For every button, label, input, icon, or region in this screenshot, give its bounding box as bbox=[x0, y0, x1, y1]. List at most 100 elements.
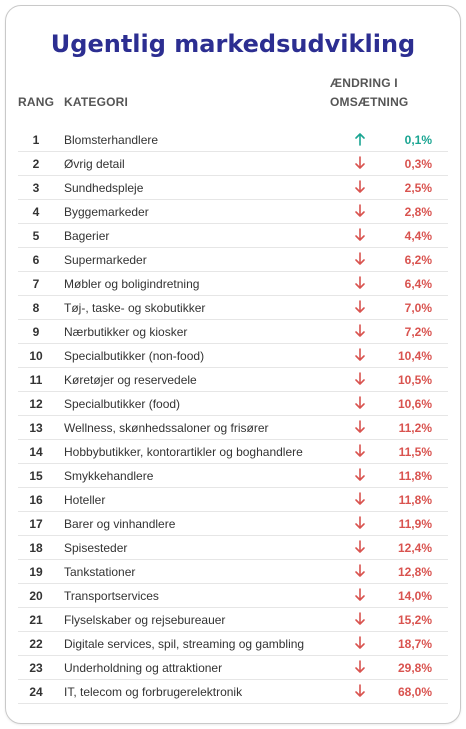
arrow-down-icon bbox=[355, 204, 365, 217]
arrow-down-icon bbox=[355, 516, 365, 529]
rank-cell: 18 bbox=[29, 541, 43, 555]
header-rank: RANG bbox=[18, 95, 55, 109]
arrow-down-icon bbox=[355, 180, 365, 193]
category-cell: Nærbutikker og kiosker bbox=[64, 325, 188, 339]
change-value: 18,7% bbox=[397, 637, 432, 651]
change-value: 11,8% bbox=[398, 469, 432, 483]
row-divider bbox=[18, 151, 448, 152]
category-cell: Sundhedspleje bbox=[64, 181, 144, 195]
arrow-down-icon bbox=[355, 468, 365, 481]
row-divider bbox=[18, 535, 448, 536]
arrow-down-icon bbox=[355, 396, 365, 409]
category-cell: Underholdning og attraktioner bbox=[64, 661, 223, 675]
row-divider bbox=[18, 223, 448, 224]
arrow-down-icon bbox=[355, 228, 365, 241]
category-cell: IT, telecom og forbrugerelektronik bbox=[64, 685, 243, 699]
rank-cell: 7 bbox=[32, 277, 40, 291]
change-value: 6,4% bbox=[404, 277, 432, 291]
page-title: Ugentlig markedsudvikling bbox=[50, 30, 416, 58]
rank-cell: 21 bbox=[29, 613, 43, 627]
row-divider bbox=[18, 295, 448, 296]
table-row: 12 Specialbutikker (food) 10,6% bbox=[6, 392, 460, 416]
row-divider bbox=[18, 607, 448, 608]
arrow-down-icon bbox=[355, 276, 365, 289]
row-divider bbox=[18, 175, 448, 176]
change-value: 15,2% bbox=[397, 613, 432, 627]
row-divider bbox=[18, 703, 448, 704]
change-value: 6,2% bbox=[404, 253, 432, 267]
row-divider bbox=[18, 391, 448, 392]
rank-cell: 20 bbox=[29, 589, 43, 603]
change-value: 14,0% bbox=[397, 589, 432, 603]
arrow-down-icon bbox=[355, 348, 365, 361]
category-cell: Hoteller bbox=[64, 493, 106, 507]
row-divider bbox=[18, 439, 448, 440]
category-cell: Spisesteder bbox=[64, 541, 128, 555]
category-cell: Blomsterhandlere bbox=[64, 133, 159, 147]
arrow-down-icon bbox=[355, 300, 365, 313]
table-row: 24 IT, telecom og forbrugerelektronik 68,0… bbox=[6, 680, 460, 704]
category-cell: Bagerier bbox=[64, 229, 110, 243]
category-cell: Specialbutikker (food) bbox=[64, 397, 181, 411]
row-divider bbox=[18, 415, 448, 416]
category-cell: Smykkehandlere bbox=[64, 469, 154, 483]
rank-cell: 11 bbox=[29, 373, 43, 387]
rank-cell: 24 bbox=[29, 685, 43, 699]
table-row: 1 Blomsterhandlere 0,1% bbox=[6, 128, 460, 152]
table-row: 7 Møbler og boligindretning 6,4% bbox=[6, 272, 460, 296]
table-row: 5 Bagerier 4,4% bbox=[6, 224, 460, 248]
arrow-down-icon bbox=[355, 372, 365, 385]
arrow-down-icon bbox=[355, 612, 365, 625]
rank-cell: 15 bbox=[29, 469, 43, 483]
change-value: 2,8% bbox=[404, 205, 432, 219]
change-value: 11,5% bbox=[398, 445, 432, 459]
rank-cell: 8 bbox=[32, 301, 40, 315]
rank-cell: 17 bbox=[29, 517, 43, 531]
arrow-down-icon bbox=[355, 564, 365, 577]
arrow-down-icon bbox=[355, 636, 365, 649]
table-row: 4 Byggemarkeder 2,8% bbox=[6, 200, 460, 224]
rank-cell: 2 bbox=[32, 157, 40, 171]
change-value: 0,1% bbox=[404, 133, 432, 147]
rank-cell: 22 bbox=[29, 637, 43, 651]
table-row: 13 Wellness, skønhedssaloner og frisører 1… bbox=[6, 416, 460, 440]
category-cell: Transportservices bbox=[64, 589, 159, 603]
change-value: 10,6% bbox=[397, 397, 432, 411]
category-cell: Byggemarkeder bbox=[64, 205, 149, 219]
table-row: 16 Hoteller 11,8% bbox=[6, 488, 460, 512]
rank-cell: 9 bbox=[32, 325, 40, 339]
table-row: 17 Barer og vinhandlere 11,9% bbox=[6, 512, 460, 536]
category-cell: Øvrig detail bbox=[64, 157, 125, 171]
rank-cell: 4 bbox=[32, 205, 40, 219]
row-divider bbox=[18, 367, 448, 368]
rank-cell: 12 bbox=[29, 397, 43, 411]
rank-cell: 3 bbox=[32, 181, 40, 195]
table-row: 9 Nærbutikker og kiosker 7,2% bbox=[6, 320, 460, 344]
change-value: 0,3% bbox=[404, 157, 432, 171]
market-card: Ugentlig markedsudvikling RANG KATEGORI … bbox=[5, 5, 461, 724]
category-cell: Flyselskaber og rejsebureauer bbox=[64, 613, 226, 627]
row-divider bbox=[18, 463, 448, 464]
row-divider bbox=[18, 319, 448, 320]
row-divider bbox=[18, 559, 448, 560]
rank-cell: 13 bbox=[29, 421, 43, 435]
table-row: 3 Sundhedspleje 2,5% bbox=[6, 176, 460, 200]
row-divider bbox=[18, 631, 448, 632]
arrow-down-icon bbox=[355, 252, 365, 265]
change-value: 10,4% bbox=[397, 349, 432, 363]
table-row: 21 Flyselskaber og rejsebureauer 15,2% bbox=[6, 608, 460, 632]
table-row: 20 Transportservices 14,0% bbox=[6, 584, 460, 608]
row-divider bbox=[18, 583, 448, 584]
table-row: 10 Specialbutikker (non-food) 10,4% bbox=[6, 344, 460, 368]
arrow-down-icon bbox=[355, 156, 365, 169]
row-divider bbox=[18, 511, 448, 512]
category-cell: Møbler og boligindretning bbox=[64, 277, 200, 291]
change-value: 29,8% bbox=[397, 661, 432, 675]
change-value: 10,5% bbox=[397, 373, 432, 387]
arrow-down-icon bbox=[355, 660, 365, 673]
change-value: 12,8% bbox=[397, 565, 432, 579]
category-cell: Digitale services, spil, streaming og ga… bbox=[64, 637, 305, 651]
arrow-down-icon bbox=[355, 540, 365, 553]
arrow-up-icon bbox=[355, 133, 365, 146]
rank-cell: 16 bbox=[29, 493, 43, 507]
